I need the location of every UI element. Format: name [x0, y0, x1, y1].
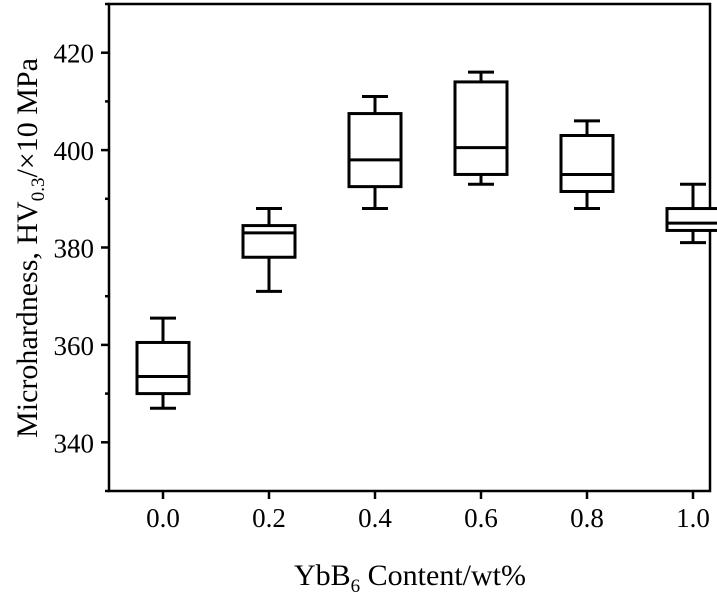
x-tick-label: 0.4: [358, 503, 392, 533]
x-axis-title-rest: Content/wt%: [360, 559, 526, 592]
y-tick-label: 340: [54, 428, 95, 458]
x-axis-title: YbB6 Content/wt%: [294, 559, 526, 597]
x-tick-label: 0.6: [464, 503, 498, 533]
iqr-box: [559, 133, 615, 193]
box-0.0: [135, 316, 191, 410]
x-tick-label: 0.8: [570, 503, 604, 533]
y-axis-title-main: Microhardness, HV: [11, 201, 44, 438]
box-0.4: [347, 95, 403, 211]
box-series: [135, 70, 717, 410]
x-tick-label: 1.0: [676, 503, 710, 533]
y-axis-title-subscript: 0.3: [28, 178, 49, 202]
x-axis-ticks: 0.0 0.2 0.4 0.6 0.8 1.0: [146, 491, 710, 533]
y-tick-label: 380: [54, 234, 95, 264]
box-1.0: [665, 182, 717, 245]
x-tick-label: 0.0: [146, 503, 180, 533]
iqr-box: [135, 340, 191, 396]
y-axis-title-rest: /×10 MPa: [11, 58, 44, 177]
y-tick-label: 360: [54, 331, 95, 361]
y-tick-label: 420: [54, 39, 95, 69]
iqr-box: [453, 80, 509, 176]
iqr-box: [665, 207, 717, 232]
box-0.6: [453, 70, 509, 186]
y-axis-title: Microhardness, HV0.3/×10 MPa: [11, 58, 49, 438]
x-axis-title-main: YbB: [294, 559, 351, 592]
x-axis-title-subscript: 6: [351, 576, 361, 597]
plot-frame: [107, 2, 712, 493]
y-tick-label: 400: [54, 136, 95, 166]
iqr-box: [241, 224, 297, 259]
box-0.8: [559, 119, 615, 211]
x-tick-label: 0.2: [252, 503, 286, 533]
iqr-box: [347, 112, 403, 189]
box-0.2: [241, 207, 297, 293]
y-axis-ticks: 340 360 380 400 420: [54, 2, 109, 493]
